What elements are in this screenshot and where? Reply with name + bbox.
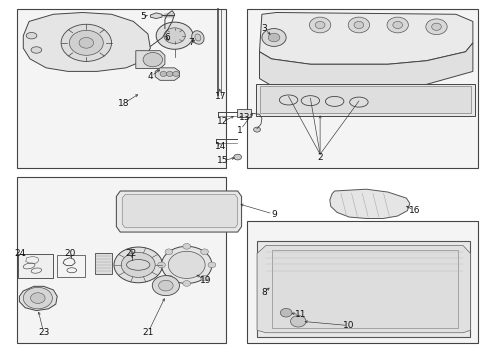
Polygon shape [259,86,470,113]
Text: 10: 10 [343,321,354,330]
Polygon shape [256,84,474,116]
Circle shape [165,249,172,255]
Bar [18,254,53,278]
Circle shape [386,17,408,33]
Circle shape [164,28,185,44]
Polygon shape [23,12,150,71]
Circle shape [261,29,286,46]
Text: 5: 5 [140,11,146,21]
Ellipse shape [26,32,37,39]
Polygon shape [136,51,165,69]
Text: 7: 7 [188,38,194,47]
Polygon shape [259,43,472,86]
Text: 1: 1 [237,126,242,135]
Ellipse shape [195,34,200,41]
Circle shape [161,246,212,283]
Text: 11: 11 [294,310,306,320]
Text: 24: 24 [15,249,26,258]
Circle shape [182,243,190,249]
Polygon shape [271,250,457,328]
Polygon shape [257,241,469,337]
Circle shape [30,293,45,303]
Circle shape [208,262,215,268]
Text: 23: 23 [38,328,49,337]
Text: 20: 20 [64,249,76,258]
Text: 18: 18 [118,99,129,108]
Circle shape [79,37,93,48]
Ellipse shape [126,260,150,270]
Text: 22: 22 [125,249,136,258]
Circle shape [233,154,241,160]
Polygon shape [122,195,237,228]
Polygon shape [19,286,57,311]
Text: 3: 3 [261,24,267,33]
Circle shape [309,17,330,33]
Bar [17,9,225,168]
Polygon shape [329,189,409,218]
Text: 21: 21 [142,328,153,337]
Bar [247,9,477,168]
Text: 19: 19 [200,276,212,285]
Circle shape [392,21,402,29]
Circle shape [121,252,155,277]
Text: 4: 4 [147,72,153,81]
Bar [57,255,85,277]
Circle shape [431,23,440,30]
Text: 15: 15 [217,156,228,165]
Text: 16: 16 [408,206,420,215]
Circle shape [182,281,190,286]
Text: 12: 12 [217,117,228,126]
Circle shape [166,71,173,76]
Polygon shape [150,13,162,19]
Bar [236,109,251,117]
Circle shape [156,22,193,49]
Circle shape [268,33,279,42]
Text: 2: 2 [317,153,322,162]
Circle shape [353,21,363,29]
Polygon shape [257,246,469,333]
Circle shape [315,21,324,29]
Polygon shape [155,68,179,80]
Circle shape [158,280,173,291]
Circle shape [165,275,172,281]
Circle shape [61,24,111,61]
Circle shape [172,71,179,76]
Circle shape [253,127,260,132]
Bar [247,221,477,343]
Circle shape [143,52,162,67]
Circle shape [200,249,208,255]
Ellipse shape [31,47,42,53]
Text: 6: 6 [164,33,170,42]
Circle shape [280,308,291,317]
Bar [17,177,225,343]
Polygon shape [116,191,241,232]
Text: 8: 8 [261,288,267,297]
Text: 17: 17 [214,92,226,101]
Circle shape [69,30,103,55]
Text: 14: 14 [214,142,226,151]
Text: 9: 9 [271,210,276,219]
Polygon shape [259,12,472,64]
Circle shape [425,19,446,35]
Text: 13: 13 [239,113,250,122]
Circle shape [152,276,179,296]
Ellipse shape [191,31,204,44]
Circle shape [348,17,369,33]
Circle shape [114,247,162,283]
Circle shape [157,262,165,268]
Circle shape [290,316,305,327]
Circle shape [200,275,208,281]
Circle shape [23,287,52,309]
Circle shape [168,251,205,278]
Polygon shape [94,253,111,274]
Circle shape [160,71,166,76]
